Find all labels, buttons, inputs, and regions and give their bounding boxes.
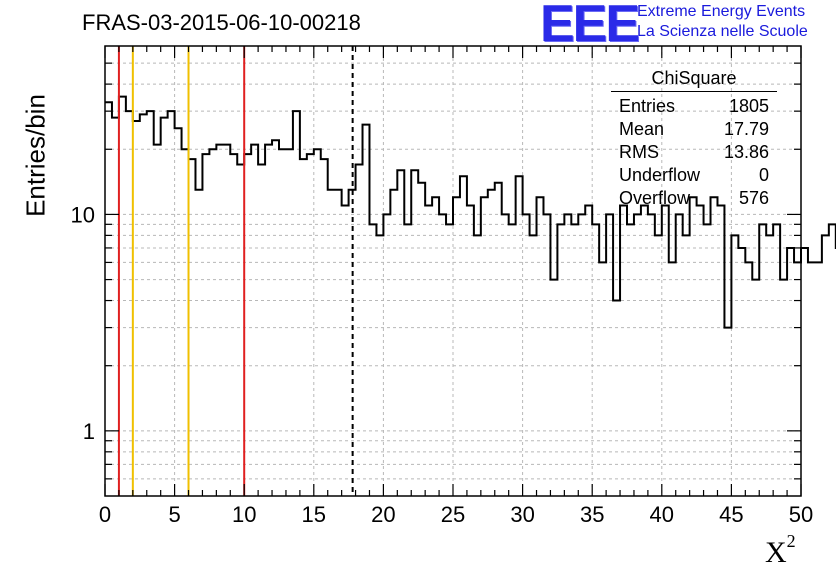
reference-lines (117, 46, 354, 496)
y-tick-label: 10 (71, 202, 95, 227)
plot-title: FRAS-03-2015-06-10-00218 (82, 10, 361, 35)
x-tick-label: 35 (580, 502, 604, 527)
x-tick-label: 25 (441, 502, 465, 527)
stat-row: Mean 17.79 (611, 118, 777, 141)
stat-label: Overflow (619, 188, 691, 208)
y-axis-label: Entries/bin (20, 94, 51, 217)
stat-row: RMS 13.86 (611, 141, 777, 164)
stat-row: Overflow 576 (611, 187, 777, 210)
x-axis-label: X2 (765, 531, 796, 570)
stat-label: Mean (619, 119, 665, 139)
stat-label: Underflow (619, 165, 701, 185)
x-tick-label: 0 (99, 502, 111, 527)
x-tick-label: 20 (371, 502, 395, 527)
stat-value: 576 (738, 188, 769, 208)
x-tick-label: 15 (302, 502, 326, 527)
x-axis-label-base: X (765, 536, 787, 569)
stat-value: 13.86 (723, 142, 769, 162)
logo-line-1: Extreme Energy Events (637, 3, 806, 20)
stats-box: ChiSquare Entries 1805 Mean 17.79 RMS 13.86… (611, 68, 777, 210)
logo-line-2: La Scienza nelle Scuole (637, 23, 808, 40)
logo-mark: EEE (540, 0, 640, 53)
stat-row: Entries 1805 (611, 95, 777, 118)
stat-label: Entries (619, 96, 676, 116)
y-tick-label: 1 (83, 419, 95, 444)
x-tick-label: 50 (789, 502, 813, 527)
stat-value: 0 (758, 165, 769, 185)
stat-value: 17.79 (723, 119, 769, 139)
histogram-line (105, 95, 836, 329)
x-tick-label: 5 (168, 502, 180, 527)
x-tick-label: 10 (232, 502, 256, 527)
x-tick-label: 30 (510, 502, 534, 527)
axis-ticks: 0 5 10 15 20 25 30 35 40 45 50 1 10 (71, 46, 813, 527)
stat-row: Underflow 0 (611, 164, 777, 187)
x-axis-label-superscript: 2 (786, 531, 796, 551)
x-tick-label: 40 (650, 502, 674, 527)
stat-value: 1805 (728, 96, 769, 116)
histogram-series (105, 95, 836, 329)
x-tick-label: 45 (719, 502, 743, 527)
stat-label: RMS (619, 142, 659, 162)
stats-title: ChiSquare (611, 68, 777, 92)
